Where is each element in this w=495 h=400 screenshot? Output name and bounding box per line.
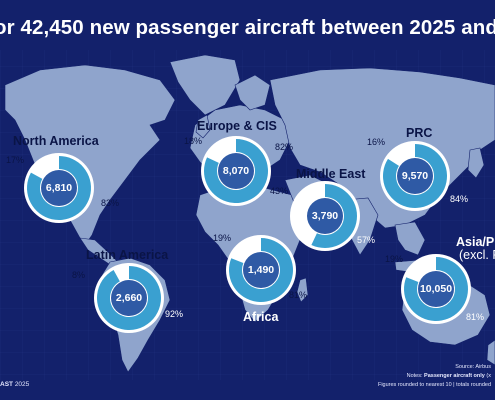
region-label-asia-pacific: Asia/P: [456, 235, 495, 249]
donut-slice-secondary-asia-pacific: [406, 257, 436, 283]
donut-slice-secondary-africa: [231, 238, 261, 264]
landmass-greenland: [169, 54, 241, 116]
primary-pct-europe-cis: 82%: [275, 142, 294, 152]
total-prc: 9,570: [401, 170, 429, 182]
notes-bold: Passenger aircraft only: [424, 373, 485, 379]
notes-suffix: (x: [484, 373, 491, 379]
donut-slice-secondary-latin-america: [113, 266, 129, 282]
donut-slice-primary-africa: [228, 238, 293, 302]
donut-slice-primary-north-america: [26, 156, 91, 220]
donut-center-africa: [243, 252, 279, 288]
landmass-uk: [195, 114, 211, 139]
donut-charts: [24, 136, 471, 333]
region-sublabel-asia-pacific: (excl. P: [459, 248, 495, 262]
secondary-pct-middle-east: 43%: [270, 186, 289, 196]
total-north-america: 6,810: [45, 182, 73, 194]
secondary-pct-asia-pacific: 19%: [385, 254, 404, 264]
primary-pct-middle-east: 57%: [357, 235, 376, 245]
donut-slice-primary-asia-pacific: [404, 257, 469, 322]
secondary-pct-europe-cis: 18%: [184, 136, 203, 146]
secondary-pct-latin-america: 8%: [72, 270, 86, 280]
donut-slice-secondary-europe-cis: [207, 139, 236, 163]
source-note: Source: Airbus: [455, 364, 491, 370]
total-africa: 1,490: [247, 264, 275, 276]
total-middle-east: 3,790: [311, 210, 339, 222]
donut-center-asia-pacific: [418, 271, 454, 307]
donut-africa: [226, 235, 296, 305]
donut-slice-primary-middle-east: [311, 184, 357, 248]
secondary-pct-prc: 16%: [367, 137, 386, 147]
chart-title: or 42,450 new passenger aircraft between…: [0, 16, 495, 39]
donut-center-latin-america: [111, 280, 147, 316]
donut-slice-secondary-middle-east: [293, 184, 325, 245]
landmass-north-america: [4, 64, 176, 246]
region-label-latin-america: Latin America: [86, 248, 169, 262]
region-label-prc: PRC: [406, 126, 433, 140]
landmass-scandinavia: [234, 74, 271, 111]
donut-center-middle-east: [307, 198, 343, 234]
donut-asia-pacific: [401, 254, 471, 324]
region-label-africa: Africa: [243, 310, 279, 324]
landmass-new-zealand: [486, 339, 495, 366]
donut-center-europe-cis: [218, 153, 254, 189]
primary-pct-africa: 81%: [289, 290, 308, 300]
footer-year: 2025: [14, 381, 30, 388]
donut-middle-east: [290, 181, 360, 251]
total-asia-pacific: 10,050: [419, 283, 453, 295]
total-latin-america: 2,660: [115, 292, 143, 304]
landmass-se-asia: [394, 221, 426, 256]
donut-slice-secondary-prc: [387, 144, 415, 166]
notes-line: Notes: Passenger aircraft only (x: [407, 373, 491, 379]
landmass-madagascar: [296, 277, 309, 303]
landmass-japan: [467, 147, 485, 179]
region-label-north-america: North America: [13, 134, 99, 148]
region-label-europe-cis: Europe & CIS: [197, 119, 277, 133]
donut-prc: [380, 141, 450, 211]
region-label-middle-east: Middle East: [296, 167, 366, 181]
donut-latin-america: [94, 263, 164, 333]
secondary-pct-north-america: 17%: [6, 155, 25, 165]
footer-brand: AST 2025: [0, 381, 29, 388]
donut-europe-cis: [201, 136, 271, 206]
donut-center-prc: [397, 158, 433, 194]
notes-prefix: Notes:: [406, 373, 425, 379]
primary-pct-asia-pacific: 81%: [466, 312, 485, 322]
donut-slice-primary-latin-america: [97, 266, 162, 331]
primary-pct-north-america: 83%: [101, 198, 120, 208]
primary-pct-prc: 84%: [450, 194, 469, 204]
secondary-pct-africa: 19%: [213, 233, 232, 243]
primary-pct-latin-america: 92%: [165, 309, 184, 319]
donut-north-america: [24, 153, 94, 223]
donut-slice-primary-europe-cis: [204, 139, 268, 203]
donut-slice-primary-prc: [383, 144, 447, 208]
rounding-note: Figures rounded to nearest 10 | totals r…: [377, 382, 491, 388]
donut-center-north-america: [41, 170, 77, 206]
footer-brand-name: AST: [0, 381, 13, 388]
total-europe-cis: 8,070: [222, 165, 250, 177]
donut-slice-secondary-north-america: [30, 156, 59, 179]
